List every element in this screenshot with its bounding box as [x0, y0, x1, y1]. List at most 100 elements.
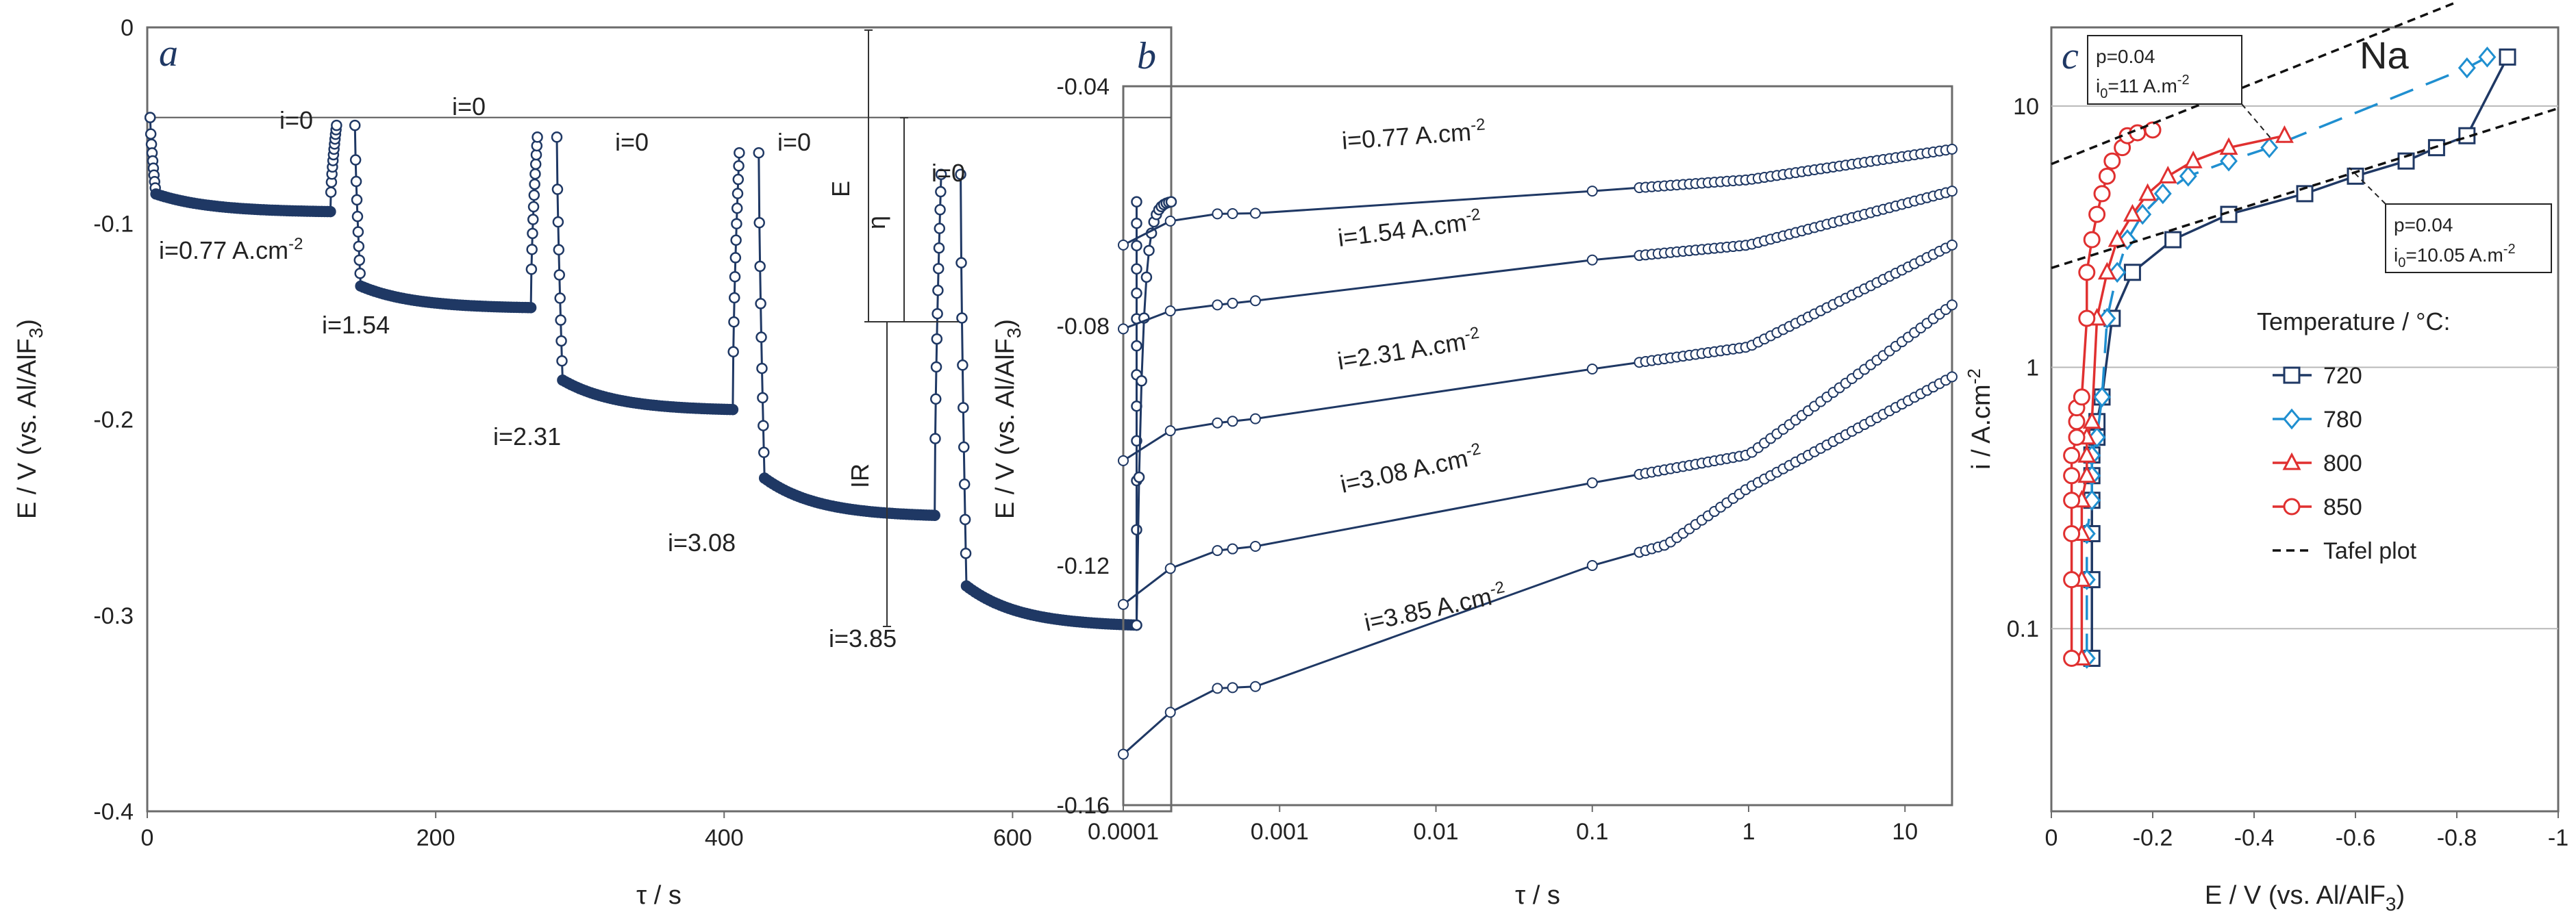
panel-c-letter: c — [2062, 35, 2079, 77]
panel-a-data-point — [929, 433, 941, 444]
panel-b-data-point — [1164, 305, 1176, 317]
panel-a-label-i231: i=2.31 — [493, 422, 561, 450]
panel-a-data-point — [932, 284, 944, 296]
panel-b-data-point — [1586, 364, 1598, 375]
panel-a-data-point — [1140, 271, 1153, 283]
panel-a-data-point — [731, 188, 744, 199]
panel-c-data-point — [2063, 467, 2081, 485]
panel-a-data-point — [529, 168, 541, 180]
panel-a-data-point — [551, 183, 564, 195]
panel-b-data-point — [1118, 239, 1129, 251]
panel-a-series-line-2 — [353, 125, 539, 309]
panel-a-series-line-5 — [960, 174, 1138, 626]
panel-c-y-tick-label: 10 — [2013, 94, 2039, 120]
legend-label-3: 800 — [2323, 450, 2362, 477]
panel-c-x-tick-label: -0.2 — [2133, 825, 2173, 851]
panel-a-data-point — [144, 112, 156, 123]
panel-c-data-point — [2093, 185, 2111, 203]
panel-a-plateau-band — [151, 190, 335, 216]
panel-a-data-point — [930, 393, 942, 405]
panel-a-data-point — [351, 210, 364, 223]
panel-c-data-point — [2098, 167, 2116, 185]
panel-a-data-point — [955, 257, 967, 269]
panel-a-series-line-final — [1135, 201, 1172, 626]
panel-a-data-point — [933, 242, 945, 254]
panel-a-data-point — [733, 160, 745, 172]
panel-a-data-point — [553, 269, 565, 281]
panel-c-series-line-3 — [2080, 134, 2285, 659]
panel-c-y-tick-label: 0.1 — [2007, 616, 2039, 642]
svg-text:i0=11 A.m-2: i0=11 A.m-2 — [2096, 73, 2190, 101]
panel-b-label-s1: i=0.77 A.cm-2 — [1341, 115, 1487, 155]
panel-b-data-point — [1249, 413, 1261, 424]
panel-a-data-point — [731, 218, 742, 230]
panel-b-x-axis-title: τ / s — [1515, 881, 1560, 910]
panel-b-series-line-3 — [1123, 244, 1953, 462]
panel-c-data-point — [2184, 150, 2203, 168]
panel-c-x-tick-label: -0.4 — [2234, 825, 2275, 851]
panel-a-data-point — [935, 168, 947, 180]
panel-a-data-point — [351, 194, 363, 206]
panel-a-plateau-band — [962, 581, 1141, 630]
panel-a-data-point — [731, 202, 743, 214]
panel-c-ticks: 0 -0.2 -0.4 -0.6 -0.8 -1 0.1 1 10 — [2007, 94, 2568, 851]
panel-c-y-axis-title: i / A.cm-2 — [1964, 368, 1996, 470]
panel-a-data-point — [727, 346, 739, 358]
panel-a-x-tick-label: 200 — [416, 825, 455, 851]
panel-a-data-point — [757, 392, 768, 404]
panel-b-series — [1118, 143, 1958, 760]
panel-c-data-point — [2179, 166, 2197, 187]
panel-a-data-point — [1131, 524, 1142, 536]
panel-b-y-tick-label: -0.16 — [1057, 793, 1110, 819]
panel-c-data-point — [2123, 203, 2142, 222]
panel-c-data-point — [2153, 183, 2172, 205]
panel-b-data-point — [1212, 208, 1223, 220]
panel-a-data-point — [525, 264, 538, 275]
panel-c-data-point — [2220, 150, 2238, 172]
panel-c-data-point — [2088, 205, 2106, 223]
panel-a-label-i385: i=3.85 — [829, 624, 897, 652]
panel-c-legend: Temperature / °C: 720 780 800 850 Tafel plot — [2257, 307, 2451, 564]
panel-a-data-point — [958, 441, 970, 453]
panel-b-label-s4: i=3.08 A.cm-2 — [1338, 440, 1485, 498]
panel-a-x-tick-label: 0 — [141, 825, 154, 851]
panel-b-data-point — [1947, 143, 1958, 155]
panel-a-label-i154: i=1.54 — [322, 311, 390, 339]
panel-b-data-point — [1947, 371, 1958, 383]
panel-b-data-point — [1118, 598, 1129, 610]
panel-a-data-point — [552, 216, 564, 228]
panel-b-y-tick-label: -0.04 — [1057, 74, 1110, 100]
panel-a-plateau-band — [760, 474, 939, 520]
panel-c-na-label: Na — [2360, 34, 2409, 77]
panel-c-data-point — [2158, 166, 2177, 183]
panel-c-series-line-6 — [2051, 107, 2559, 270]
panel-a-data-point — [732, 173, 745, 186]
panel-a-data-point — [756, 362, 768, 375]
panel-c-data-point — [2097, 262, 2116, 280]
panel-c-series-line-5 — [2051, 1, 2458, 166]
panel-a-data-point — [729, 292, 740, 304]
panel-b-y-axis-title: E / V (vs. Al/AlF3) — [991, 319, 1025, 519]
panel-c-data-point — [2063, 446, 2081, 464]
panel-a-data-point — [959, 513, 971, 526]
panel-c-data-point — [2063, 571, 2081, 589]
panel-b-data-point — [1212, 299, 1223, 311]
panel-b-data-point — [1227, 416, 1238, 427]
panel-a-data-point — [730, 234, 742, 246]
panel-c-data-point — [2068, 429, 2086, 446]
panel-a-label-i0-4: i=0 — [777, 128, 811, 156]
legend-label-1: 720 — [2323, 363, 2362, 389]
panel-b-data-point — [1164, 563, 1176, 574]
panel-a-y-tick-label: -0.4 — [93, 799, 134, 825]
panel-a-y-tick-label: 0 — [121, 15, 134, 41]
panel-a-data-point — [754, 260, 766, 272]
panel-b-x-tick-label: 0.0001 — [1088, 819, 1159, 845]
panel-a-data-point — [354, 268, 366, 279]
svg-text:i0=10.05 A.m-2: i0=10.05 A.m-2 — [2394, 242, 2516, 270]
panel-c-data-point — [2397, 152, 2415, 170]
panel-a-data-point — [555, 335, 567, 347]
panel-b-data-point — [1249, 207, 1261, 219]
svg-text:p=0.04: p=0.04 — [2096, 46, 2155, 67]
panel-b-data-point — [1227, 543, 1238, 555]
panel-c-data-point — [2144, 121, 2162, 139]
